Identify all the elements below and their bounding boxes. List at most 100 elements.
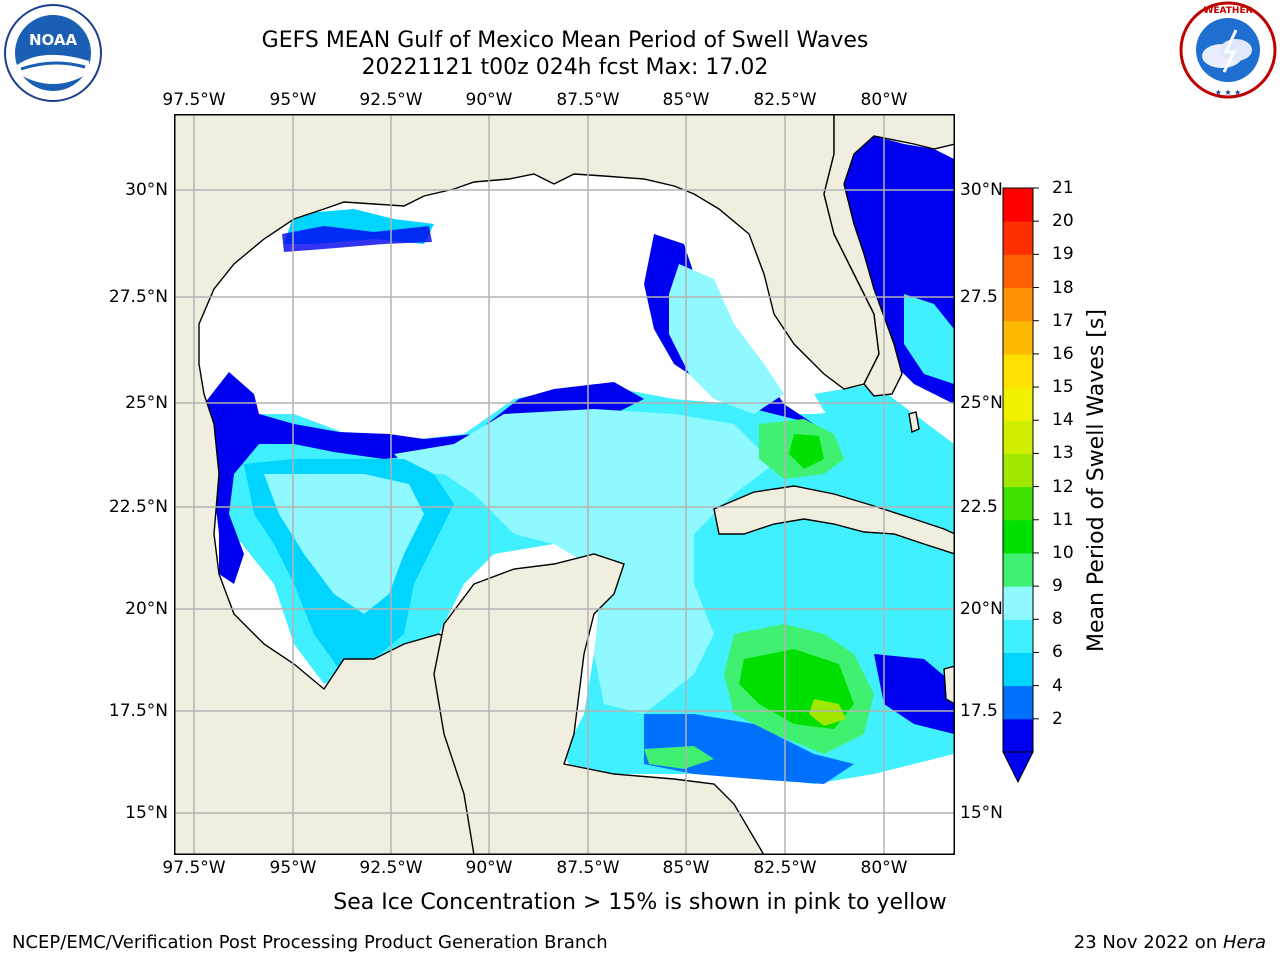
colorbar-label-15: 4: [1052, 675, 1063, 696]
lat-tick-right-1: 27.5: [960, 287, 998, 307]
lat-tick-right-2: 25°N: [960, 393, 1003, 413]
svg-text:WEATHER: WEATHER: [1203, 6, 1252, 16]
lon-tick-top-3: 90°W: [465, 90, 513, 110]
map-panel: [173, 113, 956, 856]
lon-tick-bottom-4: 87.5°W: [556, 858, 620, 878]
lat-tick-left-4: 20°N: [125, 599, 168, 619]
footer-right: 23 Nov 2022 on Hera: [1074, 932, 1266, 953]
lon-tick-top-2: 92.5°W: [359, 90, 423, 110]
field-atlantic-cyan: [904, 294, 954, 384]
land: [173, 113, 956, 856]
lat-tick-right-5: 17.5: [960, 701, 998, 721]
colorbar-label-5: 16: [1052, 343, 1074, 364]
colorbar-labels: 21 20 19 18 17 16 15 14 13 12 11 10 9 8 6 4 2: [1052, 178, 1112, 786]
colorbar-bin-5: [1003, 552, 1033, 587]
lat-tick-left-3: 22.5°N: [108, 497, 168, 517]
lon-tick-top-6: 82.5°W: [753, 90, 817, 110]
colorbar-bin-14: [1003, 254, 1033, 289]
lon-tick-top-0: 97.5°W: [162, 90, 226, 110]
colorbar-label-3: 18: [1052, 277, 1074, 298]
lat-tick-right-0: 30°N: [960, 180, 1003, 200]
field-loop-cyan: [669, 264, 784, 414]
colorbar-frame: [1002, 187, 1034, 753]
svg-text:NOAA: NOAA: [29, 31, 78, 49]
colorbar-bin-13: [1003, 287, 1033, 322]
lon-tick-bottom-6: 82.5°W: [753, 858, 817, 878]
colorbar-bin-7: [1003, 486, 1033, 521]
colorbar-under-triangle: [1002, 751, 1034, 784]
land-cuba: [713, 485, 956, 555]
noaa-logo: NOAA: [3, 3, 103, 103]
land-florida: [823, 113, 956, 397]
colorbar-label-10: 11: [1052, 509, 1074, 530]
nws-logo: WEATHER ★ ★ ★: [1178, 0, 1278, 100]
colorbar-label-7: 14: [1052, 410, 1074, 431]
colorbar-bin-3: [1003, 619, 1033, 653]
colorbar-label-8: 13: [1052, 443, 1074, 464]
colorbar-bin-15: [1003, 221, 1033, 255]
field-caribbean-blue: [874, 654, 954, 734]
colorbar: [1000, 186, 1040, 786]
land-andros: [908, 411, 920, 433]
colorbar-label-14: 6: [1052, 642, 1063, 663]
chart-title-line2: 20221121 t00z 024h fcst Max: 17.02: [361, 55, 769, 80]
field-south-coast-blue: [644, 714, 854, 784]
colorbar-label-16: 2: [1052, 708, 1063, 729]
footer-left: NCEP/EMC/Verification Post Processing Pr…: [12, 932, 608, 953]
sea-ice-note: Sea Ice Concentration > 15% is shown in …: [333, 890, 947, 915]
land-yucatan: [433, 553, 766, 856]
graticule: [174, 114, 955, 855]
lon-tick-bottom-2: 92.5°W: [359, 858, 423, 878]
colorbar-bin-16: [1003, 188, 1033, 222]
lon-tick-top-5: 85°W: [662, 90, 710, 110]
colorbar-bin-12: [1003, 320, 1033, 355]
footer-date: 23 Nov 2022 on: [1073, 932, 1223, 953]
colorbar-bin-9: [1003, 420, 1033, 454]
land-us: [173, 113, 880, 856]
field-west-light: [264, 474, 424, 614]
lon-tick-top-1: 95°W: [269, 90, 317, 110]
svg-text:★ ★ ★: ★ ★ ★: [1215, 88, 1242, 97]
colorbar-bin-0: [1003, 718, 1033, 753]
colorbar-label-2: 19: [1052, 244, 1074, 265]
chart-title-line1: GEFS MEAN Gulf of Mexico Mean Period of …: [261, 28, 869, 53]
lon-tick-bottom-3: 90°W: [465, 858, 513, 878]
colorbar-label-4: 17: [1052, 310, 1074, 331]
colorbar-label-9: 12: [1052, 476, 1074, 497]
colorbar-bin-1: [1003, 685, 1033, 720]
map-frame: [174, 114, 955, 855]
lat-tick-right-6: 15°N: [960, 803, 1003, 823]
footer-machine: Hera: [1222, 932, 1266, 953]
colorbar-bin-6: [1003, 519, 1033, 554]
lon-tick-bottom-5: 85°W: [662, 858, 710, 878]
colorbar-label-6: 15: [1052, 377, 1074, 398]
land-hispaniola: [943, 665, 956, 706]
lat-tick-right-4: 20°N: [960, 599, 1003, 619]
colorbar-bin-10: [1003, 387, 1033, 421]
field-north-blue: [282, 226, 432, 252]
field-florida-bright: [789, 434, 824, 469]
colorbar-bin-11: [1003, 353, 1033, 388]
colorbar-label-12: 9: [1052, 576, 1063, 597]
lon-tick-top-7: 80°W: [860, 90, 908, 110]
colorbar-label-11: 10: [1052, 542, 1074, 563]
lat-tick-left-2: 25°N: [125, 393, 168, 413]
lat-tick-left-5: 17.5°N: [108, 701, 168, 721]
colorbar-label-0: 21: [1052, 178, 1074, 198]
colorbar-bin-4: [1003, 586, 1033, 620]
colorbar-label-13: 8: [1052, 609, 1063, 630]
lat-tick-right-3: 22.5: [960, 497, 998, 517]
field-yellowgreen: [809, 699, 846, 726]
gulf-map: [173, 113, 956, 856]
field-honduras-green: [644, 746, 714, 769]
lon-tick-bottom-1: 95°W: [269, 858, 317, 878]
lat-tick-left-0: 30°N: [125, 180, 168, 200]
colorbar-title: Mean Period of Swell Waves [s]: [1084, 309, 1109, 652]
lat-tick-left-1: 27.5°N: [108, 287, 168, 307]
field-west-blue: [204, 372, 644, 584]
colorbar-label-1: 20: [1052, 211, 1074, 232]
lat-tick-left-6: 15°N: [125, 803, 168, 823]
colorbar-bin-8: [1003, 453, 1033, 488]
colorbar-bin-2: [1003, 652, 1033, 687]
lon-tick-bottom-7: 80°W: [860, 858, 908, 878]
